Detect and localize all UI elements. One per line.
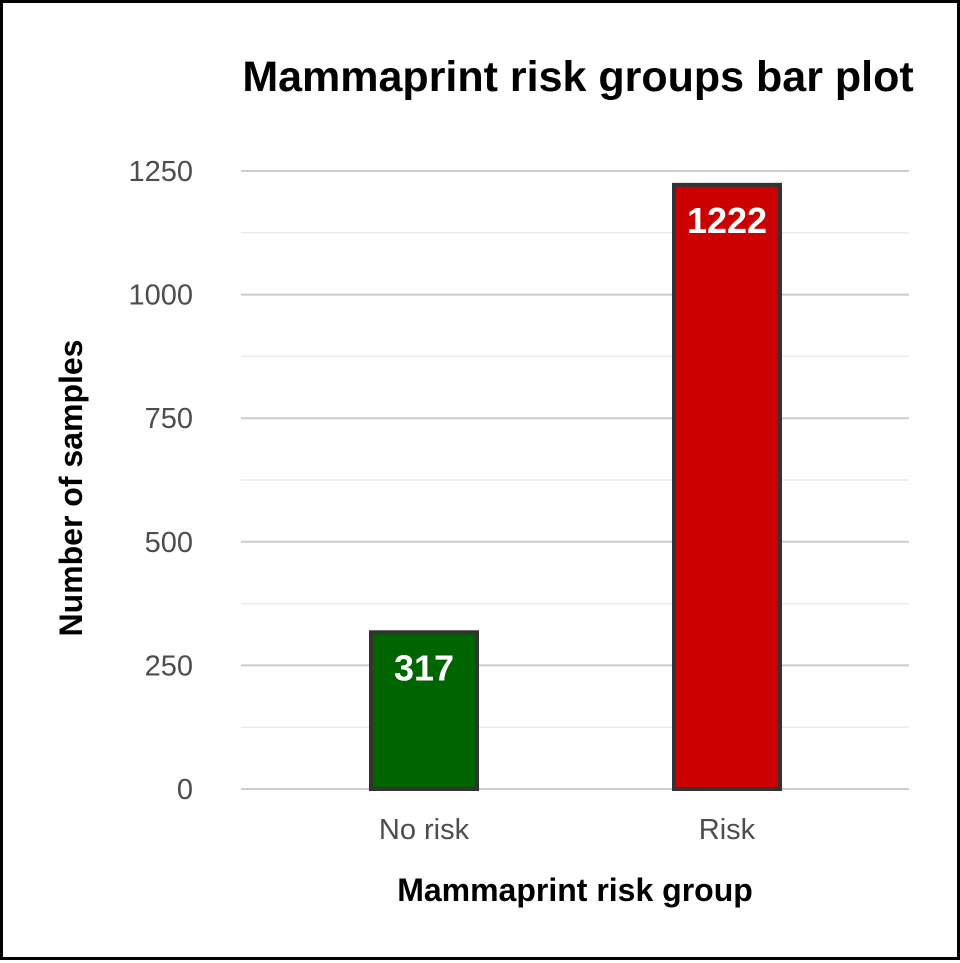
bar: [672, 182, 782, 791]
bars: 317 1222: [369, 182, 782, 791]
y-axis-title: Number of samples: [53, 340, 89, 637]
y-tick-label: 0: [177, 774, 193, 806]
bar-value-label: 1222: [687, 200, 767, 241]
y-tick-label: 500: [145, 527, 193, 559]
bar-value-label: 317: [394, 647, 454, 688]
x-axis-title: Mammaprint risk group: [397, 872, 753, 908]
y-tick-label: 1250: [128, 156, 193, 188]
y-axis-ticks: 0 250 500 750 1000 1250: [128, 156, 193, 806]
x-tick-label: No risk: [379, 814, 470, 846]
y-tick-label: 250: [145, 650, 193, 682]
x-tick-label: Risk: [699, 814, 756, 846]
bar: [369, 630, 479, 791]
y-tick-label: 750: [145, 403, 193, 435]
chart-title: Mammaprint risk groups bar plot: [242, 53, 913, 101]
gridlines: [241, 170, 909, 790]
bar-chart: 317 1222 0 250 500 750 1000 1250 No risk Risk M…: [53, 53, 914, 908]
y-tick-label: 1000: [128, 280, 193, 312]
x-axis-ticks: No risk Risk: [379, 814, 756, 846]
